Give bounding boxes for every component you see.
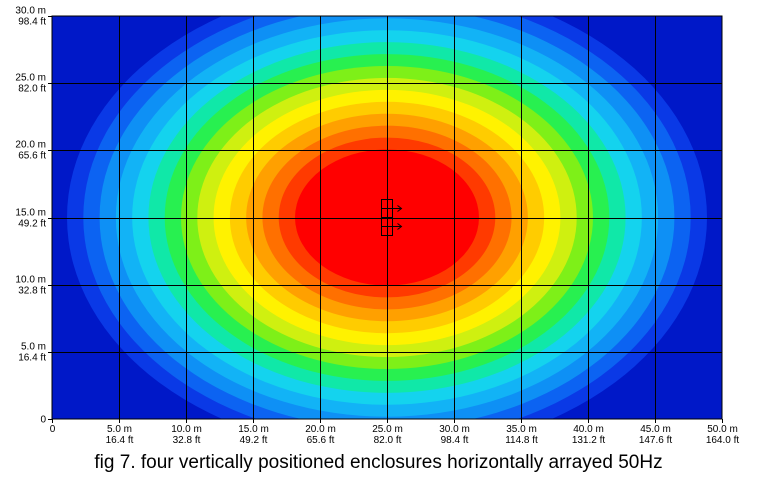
y-tick-label-ft: 16.4 ft <box>18 353 46 364</box>
y-tick-label-ft: 32.8 ft <box>18 286 46 297</box>
y-tick-label-m: 5.0 m <box>21 342 46 353</box>
x-tick-label-m: 45.0 m <box>640 424 671 435</box>
x-axis: 0 5.0 m16.4 ft 10.0 m32.8 ft 15.0 m49.2 ft 2… <box>50 419 740 446</box>
x-tick-label-m: 5.0 m <box>107 424 132 435</box>
direction-arrowhead <box>397 205 403 212</box>
x-tick-label-m: 30.0 m <box>439 424 470 435</box>
x-tick-label-ft: 98.4 ft <box>441 435 469 446</box>
y-tick-label-m: 10.0 m <box>15 275 46 286</box>
y-tick-label-m: 30.0 m <box>15 6 46 17</box>
x-tick-label-ft: 131.2 ft <box>572 435 606 446</box>
figure-caption: fig 7. four vertically positioned enclos… <box>94 452 663 473</box>
x-tick-label-m: 40.0 m <box>573 424 604 435</box>
x-tick-label-ft: 114.8 ft <box>505 435 538 446</box>
enclosure-box <box>381 226 393 236</box>
x-tick-label-m: 50.0 m <box>707 424 738 435</box>
y-tick-label-ft: 65.6 ft <box>18 151 46 162</box>
x-tick-label-ft: 16.4 ft <box>106 435 134 446</box>
x-tick-label-ft: 65.6 ft <box>307 435 335 446</box>
x-tick-label-m: 25.0 m <box>372 424 403 435</box>
y-tick-label-ft: 82.0 ft <box>18 84 46 95</box>
x-tick-label-m: 35.0 m <box>506 424 537 435</box>
enclosure-array <box>381 199 403 236</box>
x-tick-label-ft: 147.6 ft <box>639 435 673 446</box>
y-tick-label-m: 15.0 m <box>15 208 46 219</box>
x-tick-label-ft: 82.0 ft <box>374 435 402 446</box>
x-tick-label-ft: 32.8 ft <box>173 435 201 446</box>
y-tick-label-m: 20.0 m <box>15 140 46 151</box>
grid-lines <box>51 15 723 420</box>
x-tick-label-m: 10.0 m <box>171 424 202 435</box>
pressure-contours <box>67 16 707 419</box>
y-tick-label-ft: 49.2 ft <box>18 219 46 230</box>
y-tick-label-m: 25.0 m <box>15 73 46 84</box>
x-tick-label-m: 0 <box>50 424 56 435</box>
x-tick-label-m: 15.0 m <box>238 424 269 435</box>
y-tick-label-m: 0 <box>40 415 46 426</box>
x-tick-label-ft: 164.0 ft <box>706 435 740 446</box>
x-tick-label-m: 20.0 m <box>305 424 336 435</box>
x-tick-label-ft: 49.2 ft <box>240 435 268 446</box>
y-tick-label-ft: 98.4 ft <box>18 17 46 28</box>
direction-arrowhead <box>397 223 403 230</box>
y-axis: 0 5.0 m16.4 ft 10.0 m32.8 ft 15.0 m49.2 ft 2… <box>15 6 52 426</box>
